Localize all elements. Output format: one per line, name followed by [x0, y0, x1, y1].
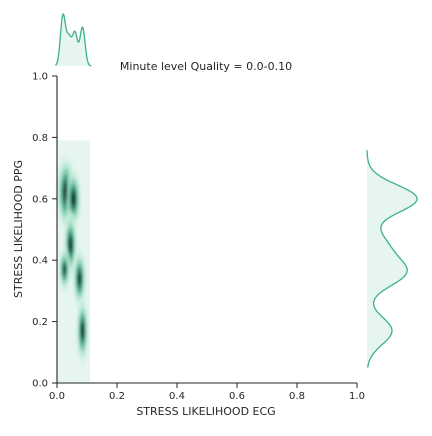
- x-tick-label: 1.0: [349, 391, 365, 402]
- marginal-y-fill: [367, 150, 417, 368]
- x-tick-label: 0.0: [49, 391, 65, 402]
- y-tick-label: 0.0: [32, 379, 48, 390]
- x-axis-label: STRESS LIKELIHOOD ECG: [136, 405, 275, 418]
- marginal-y-distribution: [366, 150, 418, 368]
- y-tick-label: 0.6: [32, 194, 48, 205]
- y-tick-label: 0.8: [32, 133, 48, 144]
- x-tick-label: 0.4: [169, 391, 185, 402]
- marginal-y-curve: [366, 150, 418, 368]
- x-tick-label: 0.6: [229, 391, 245, 402]
- x-tick-label: 0.2: [109, 391, 125, 402]
- kde-density-layer: [56, 140, 90, 383]
- x-tick-label: 0.8: [289, 391, 305, 402]
- y-tick-label: 0.2: [32, 317, 48, 328]
- axes: 0.0 0.2 0.4 0.6 0.8 1.0 0.0 0.2 0.4 0.6 0.8 1.0: [32, 72, 365, 403]
- kde-cluster: [58, 245, 71, 294]
- kde-cluster: [76, 296, 89, 366]
- y-tick-label: 0.4: [32, 256, 48, 267]
- y-tick-label: 1.0: [32, 72, 48, 83]
- marginal-x-curve: [55, 13, 92, 67]
- kde-cluster: [72, 247, 87, 310]
- marginal-x-fill: [55, 14, 92, 66]
- chart-title: Minute level Quality = 0.0-0.10: [120, 60, 292, 73]
- marginal-x-distribution: [55, 13, 92, 67]
- y-axis-label: STRESS LIKELIHOOD PPG: [12, 160, 25, 298]
